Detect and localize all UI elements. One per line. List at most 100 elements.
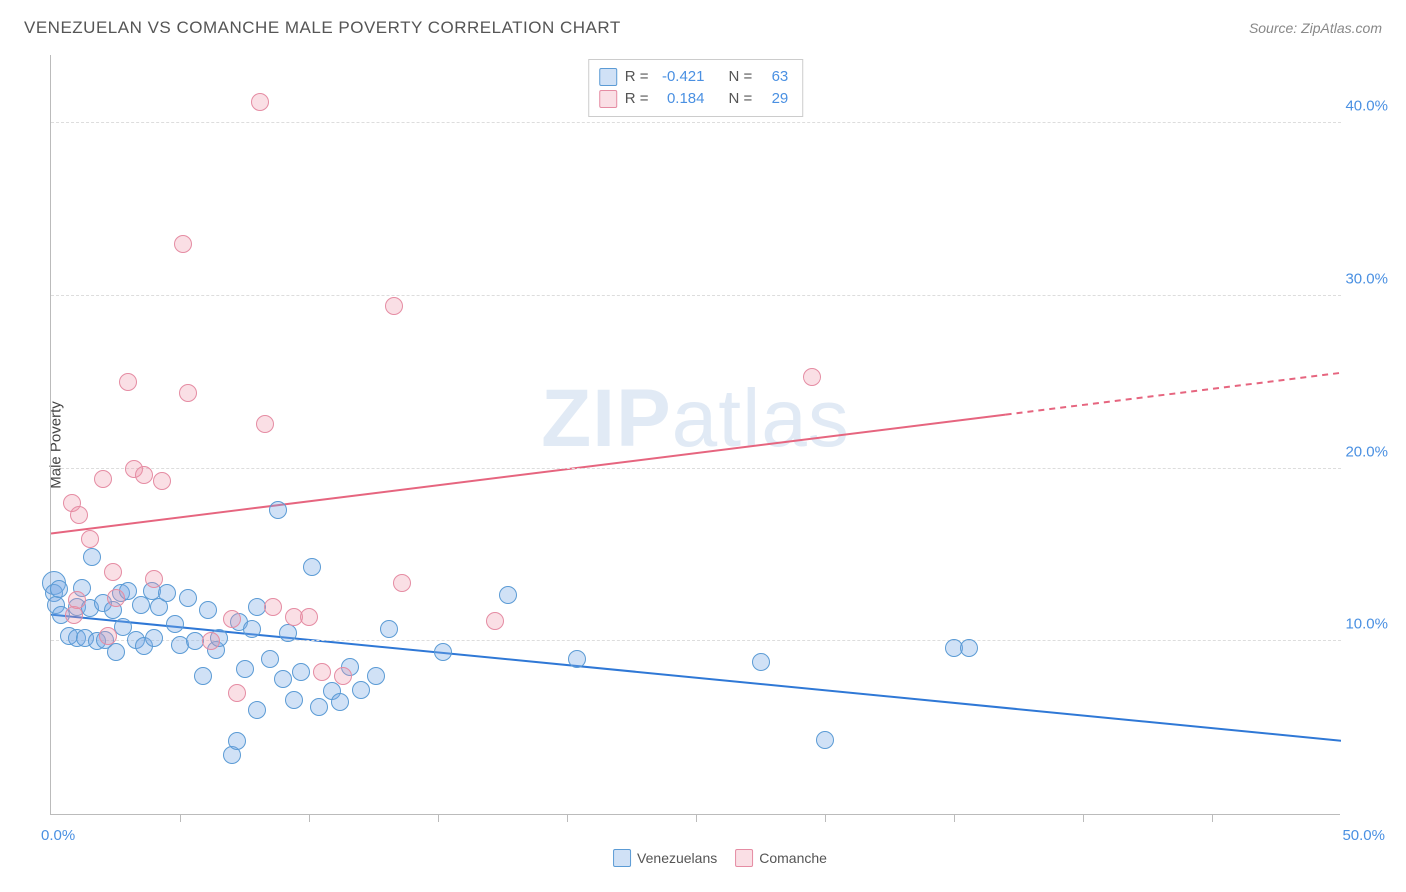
venezuelans-point <box>179 589 197 607</box>
comanche-point <box>228 684 246 702</box>
x-tick <box>825 814 826 822</box>
venezuelans-point <box>166 615 184 633</box>
comanche-point <box>145 570 163 588</box>
venezuelans-point <box>285 691 303 709</box>
stats-n-value: 63 <box>760 66 788 88</box>
comanche-point <box>70 506 88 524</box>
stats-box: R = -0.421 N = 63R = 0.184 N = 29 <box>588 59 804 117</box>
venezuelans-point <box>243 620 261 638</box>
venezuelans-point <box>292 663 310 681</box>
comanche-point <box>256 415 274 433</box>
x-tick <box>1083 814 1084 822</box>
comanche-point <box>223 610 241 628</box>
venezuelans-point <box>380 620 398 638</box>
chart-container: Male Poverty ZIPatlas R =-0.421N =63R =0… <box>50 55 1390 835</box>
stats-row: R =0.184N =29 <box>599 88 789 110</box>
legend-item: Venezuelans <box>613 849 717 867</box>
x-tick <box>696 814 697 822</box>
venezuelans-point <box>145 629 163 647</box>
x-tick <box>954 814 955 822</box>
venezuelans-point <box>199 601 217 619</box>
stats-n-label: N = <box>729 66 753 88</box>
stats-r-value: -0.421 <box>657 66 705 88</box>
comanche-point <box>803 368 821 386</box>
chart-title: VENEZUELAN VS COMANCHE MALE POVERTY CORR… <box>24 18 621 38</box>
venezuelans-point <box>499 586 517 604</box>
watermark: ZIPatlas <box>541 372 850 466</box>
x-tick <box>180 814 181 822</box>
legend-swatch <box>613 849 631 867</box>
venezuelans-point <box>331 693 349 711</box>
stats-r-label: R = <box>625 88 649 110</box>
stats-r-label: R = <box>625 66 649 88</box>
venezuelans-point <box>261 650 279 668</box>
legend: Venezuelans Comanche <box>613 849 827 867</box>
x-tick <box>567 814 568 822</box>
watermark-part1: ZIP <box>541 373 672 464</box>
comanche-point <box>300 608 318 626</box>
y-tick-label: 10.0% <box>1340 616 1392 633</box>
comanche-point <box>264 598 282 616</box>
y-tick-label: 30.0% <box>1340 270 1392 287</box>
header: VENEZUELAN VS COMANCHE MALE POVERTY CORR… <box>0 0 1406 46</box>
grid-line <box>51 295 1341 296</box>
legend-swatch <box>735 849 753 867</box>
venezuelans-point <box>236 660 254 678</box>
grid-line <box>51 468 1341 469</box>
venezuelans-point <box>279 624 297 642</box>
y-tick-label: 40.0% <box>1340 98 1392 115</box>
venezuelans-point <box>50 580 68 598</box>
x-tick <box>1212 814 1213 822</box>
comanche-point <box>107 589 125 607</box>
grid-line <box>51 640 1341 641</box>
comanche-point <box>104 563 122 581</box>
venezuelans-point <box>274 670 292 688</box>
stats-r-value: 0.184 <box>657 88 705 110</box>
x-axis-label-min: 0.0% <box>41 827 75 844</box>
comanche-point <box>486 612 504 630</box>
comanche-point <box>68 591 86 609</box>
venezuelans-point <box>107 643 125 661</box>
venezuelans-point <box>269 501 287 519</box>
stats-swatch <box>599 68 617 86</box>
venezuelans-point <box>816 731 834 749</box>
stats-n-value: 29 <box>760 88 788 110</box>
comanche-point <box>251 93 269 111</box>
comanche-point <box>99 627 117 645</box>
x-axis-label-max: 50.0% <box>1342 827 1385 844</box>
venezuelans-point <box>752 653 770 671</box>
comanche-point <box>65 606 83 624</box>
venezuelans-point <box>228 732 246 750</box>
plot-area: ZIPatlas R =-0.421N =63R =0.184N =29 0.0… <box>50 55 1340 815</box>
comanche-point <box>202 632 220 650</box>
source-attribution: Source: ZipAtlas.com <box>1249 20 1382 36</box>
legend-label: Venezuelans <box>637 850 717 866</box>
watermark-part2: atlas <box>672 373 850 464</box>
comanche-point <box>313 663 331 681</box>
venezuelans-point <box>248 701 266 719</box>
venezuelans-point <box>434 643 452 661</box>
comanche-point <box>94 470 112 488</box>
x-tick <box>438 814 439 822</box>
venezuelans-point <box>303 558 321 576</box>
comanche-point <box>135 466 153 484</box>
venezuelans-point <box>194 667 212 685</box>
comanche-point <box>385 297 403 315</box>
stats-swatch <box>599 90 617 108</box>
comanche-point <box>174 235 192 253</box>
venezuelans-point <box>568 650 586 668</box>
comanche-point <box>119 373 137 391</box>
legend-item: Comanche <box>735 849 827 867</box>
grid-line <box>51 122 1341 123</box>
x-tick <box>309 814 310 822</box>
venezuelans-point <box>367 667 385 685</box>
comanche-point <box>334 667 352 685</box>
comanche-point <box>179 384 197 402</box>
venezuelans-point <box>960 639 978 657</box>
venezuelans-point <box>310 698 328 716</box>
stats-row: R = -0.421 N = 63 <box>599 66 789 88</box>
comanche-point <box>81 530 99 548</box>
venezuelans-point <box>352 681 370 699</box>
comanche-point <box>393 574 411 592</box>
y-tick-label: 20.0% <box>1340 443 1392 460</box>
